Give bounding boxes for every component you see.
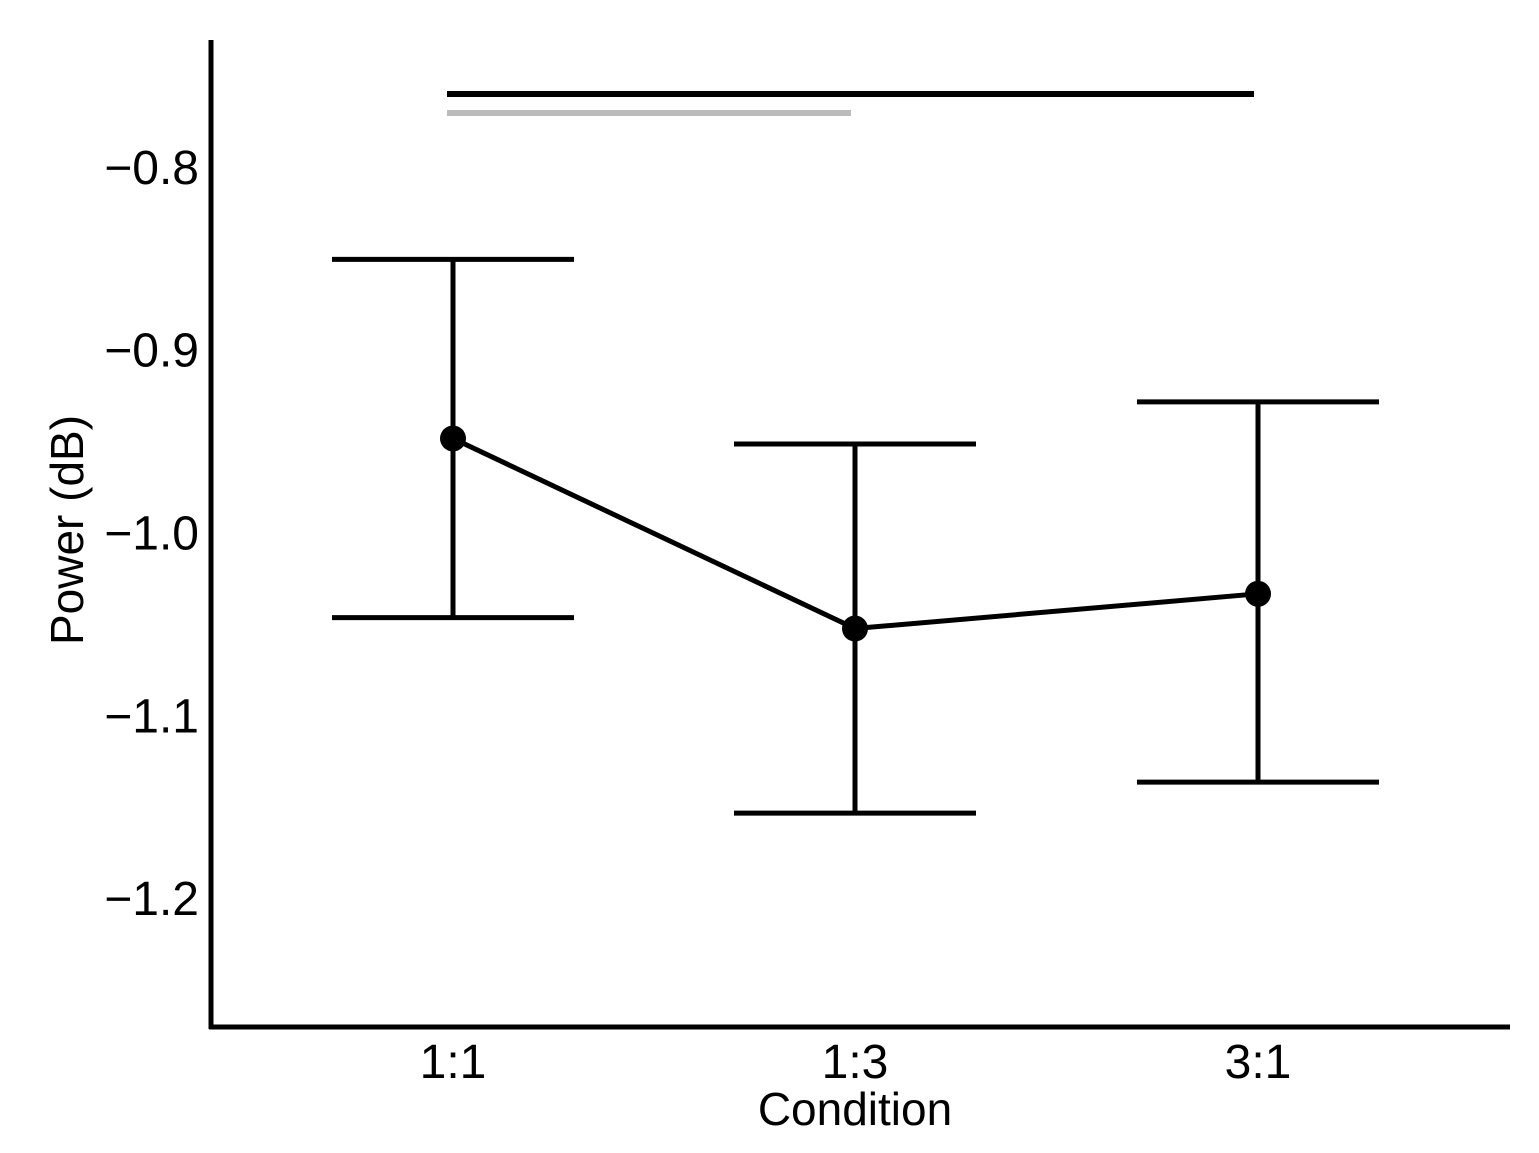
y-tick-label-4: −1.2 [104,873,199,926]
y-tick-label-0: −0.8 [104,142,199,195]
data-point-0 [440,425,466,452]
x-tick-label-0: 1:1 [420,1036,487,1089]
x-axis-title: Condition [758,1083,952,1135]
data-point-2 [1245,580,1271,607]
y-axis-title: Power (dB) [41,415,93,645]
y-tick-label-3: −1.1 [104,690,199,743]
x-tick-label-1: 1:3 [822,1036,889,1089]
x-tick-label-2: 3:1 [1225,1036,1292,1089]
y-axis-ticks: −0.8 −0.9 −1.0 −1.1 −1.2 [104,142,199,926]
x-axis-ticks: 1:1 1:3 3:1 [420,1036,1292,1089]
data-point-1 [842,615,868,642]
error-bars [332,256,1379,816]
y-tick-label-1: −0.9 [104,325,199,378]
significance-bars [447,91,1254,116]
y-tick-label-2: −1.0 [104,508,199,561]
data-points [440,425,1271,642]
